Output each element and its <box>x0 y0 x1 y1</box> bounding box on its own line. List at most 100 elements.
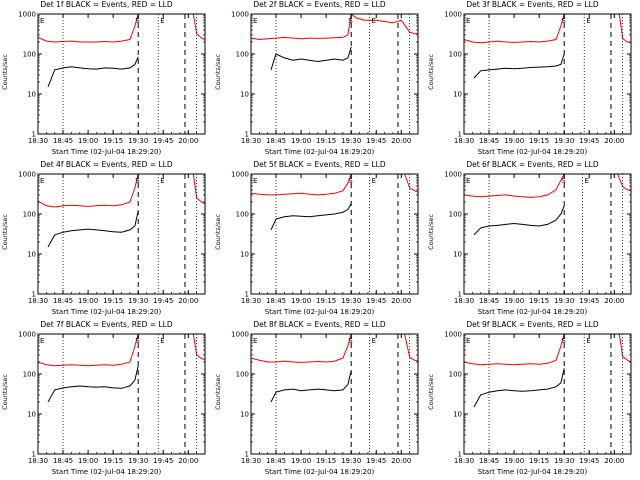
x-tick-label: 19:00 <box>78 457 98 465</box>
lld-series-line <box>618 333 632 363</box>
x-tick-label: 18:30 <box>454 457 474 465</box>
x-tick-label: 19:30 <box>554 137 574 145</box>
x-tick-label: 19:00 <box>291 457 311 465</box>
lld-series-line <box>250 333 352 363</box>
y-tick-label: 1000 <box>18 331 36 339</box>
x-tick-label: 19:15 <box>103 137 123 145</box>
eclipse-marker-label: E <box>466 337 470 345</box>
lld-series-line <box>37 173 139 208</box>
eclipse-marker-label: E <box>466 177 470 185</box>
y-tick-label: 1 <box>458 451 462 459</box>
plot-area: E E S 1 10 100 1000 18:30 18:45 19:00 19:15 19:30 19… <box>18 171 206 305</box>
x-tick-label: 19:00 <box>78 137 98 145</box>
panel-title: Det 9f BLACK = Events, RED = LLD <box>466 320 599 329</box>
eclipse-marker-label: E <box>160 17 164 25</box>
lld-series-line <box>37 333 139 367</box>
detector-panel-3: E E S 1 10 100 1000 18:30 18:45 19:00 19:15 19:30 19… <box>426 0 639 160</box>
eclipse-marker-label: E <box>253 17 257 25</box>
y-tick-label: 10 <box>453 91 462 99</box>
y-tick-label: 1000 <box>231 171 249 179</box>
events-series-line <box>473 368 565 408</box>
x-tick-label: 19:30 <box>341 137 361 145</box>
x-tick-label: 18:45 <box>266 297 286 305</box>
x-tick-label: 18:45 <box>53 457 73 465</box>
plot-area: E E S 1 10 100 1000 18:30 18:45 19:00 19:15 19:30 19… <box>231 171 419 305</box>
x-tick-label: 18:45 <box>479 137 499 145</box>
x-tick-label: 19:00 <box>504 137 524 145</box>
eclipse-marker-label: E <box>160 177 164 185</box>
y-tick-label: 1000 <box>18 11 36 19</box>
eclipse-marker-label: E <box>586 17 590 25</box>
x-tick-label: 19:30 <box>128 137 148 145</box>
y-tick-label: 10 <box>240 91 249 99</box>
events-series-line <box>47 210 139 248</box>
y-tick-label: 1 <box>245 131 249 139</box>
x-tick-label: 20:00 <box>604 137 624 145</box>
x-axis-label: Start Time (02-Jul-04 18:29:20) <box>51 468 162 476</box>
panel-title: Det 3f BLACK = Events, RED = LLD <box>466 0 599 9</box>
lld-series-line <box>192 333 206 360</box>
detector-panel-8: E E S 1 10 100 1000 18:30 18:45 19:00 19:15 19:30 19… <box>213 320 426 480</box>
x-tick-label: 18:30 <box>28 297 48 305</box>
x-tick-label: 18:30 <box>241 297 261 305</box>
eclipse-marker-label: E <box>40 337 44 345</box>
y-tick-label: 100 <box>236 371 249 379</box>
eclipse-marker-label: E <box>372 337 376 345</box>
x-tick-label: 18:30 <box>454 297 474 305</box>
y-tick-label: 100 <box>236 51 249 59</box>
detector-panel-7: E E S 1 10 100 1000 18:30 18:45 19:00 19:15 19:30 19… <box>0 320 213 480</box>
panel-title: Det 4f BLACK = Events, RED = LLD <box>40 160 173 169</box>
x-tick-label: 19:45 <box>579 137 599 145</box>
detector-panel-2: E E S 1 10 100 1000 18:30 18:45 19:00 19:15 19:30 19… <box>213 0 426 160</box>
x-tick-label: 19:15 <box>316 457 336 465</box>
y-axis-label: Counts/sec <box>214 214 222 250</box>
y-axis-label: Counts/sec <box>427 374 435 410</box>
saa-marker-label: S <box>561 177 566 185</box>
x-tick-label: 18:45 <box>266 137 286 145</box>
y-tick-label: 1 <box>458 131 462 139</box>
x-tick-label: 18:45 <box>479 297 499 305</box>
x-tick-label: 19:45 <box>366 137 386 145</box>
x-tick-label: 19:15 <box>316 297 336 305</box>
eclipse-marker-label: E <box>253 337 257 345</box>
x-tick-label: 18:30 <box>28 457 48 465</box>
y-tick-label: 1 <box>245 451 249 459</box>
plot-area: E E S 1 10 100 1000 18:30 18:45 19:00 19:15 19:30 19… <box>444 331 632 465</box>
saa-marker-label: S <box>135 17 140 25</box>
x-tick-label: 19:00 <box>291 297 311 305</box>
x-tick-label: 19:15 <box>529 297 549 305</box>
lld-series-line <box>463 13 565 44</box>
events-series-line <box>473 205 565 236</box>
panel-title: Det 2f BLACK = Events, RED = LLD <box>253 0 386 9</box>
x-tick-label: 19:45 <box>153 457 173 465</box>
y-tick-label: 1000 <box>444 171 462 179</box>
detector-panel-4: E E S 1 10 100 1000 18:30 18:45 19:00 19:15 19:30 19… <box>0 160 213 320</box>
lld-series-line <box>192 13 206 40</box>
x-tick-label: 18:45 <box>53 297 73 305</box>
panel-title: Det 5f BLACK = Events, RED = LLD <box>253 160 386 169</box>
events-series-line <box>473 53 565 79</box>
eclipse-marker-label: E <box>586 337 590 345</box>
x-axis-label: Start Time (02-Jul-04 18:29:20) <box>264 148 375 156</box>
y-tick-label: 100 <box>449 371 462 379</box>
lld-series-line <box>192 173 206 205</box>
panel-title: Det 6f BLACK = Events, RED = LLD <box>466 160 599 169</box>
x-axis-label: Start Time (02-Jul-04 18:29:20) <box>477 468 588 476</box>
lld-series-line <box>618 13 632 44</box>
x-tick-label: 20:00 <box>178 297 198 305</box>
x-axis-label: Start Time (02-Jul-04 18:29:20) <box>51 308 162 316</box>
saa-marker-label: S <box>348 177 353 185</box>
events-series-line <box>270 203 352 231</box>
x-tick-label: 19:45 <box>366 457 386 465</box>
y-tick-label: 1 <box>245 291 249 299</box>
x-tick-label: 19:45 <box>366 297 386 305</box>
y-tick-label: 10 <box>27 91 36 99</box>
eclipse-marker-label: E <box>585 177 589 185</box>
y-tick-label: 1 <box>458 291 462 299</box>
x-tick-label: 19:30 <box>554 457 574 465</box>
y-tick-label: 10 <box>453 411 462 419</box>
y-tick-label: 1000 <box>444 331 462 339</box>
y-axis-label: Counts/sec <box>1 214 9 250</box>
lld-series-line <box>37 13 139 43</box>
x-tick-label: 20:00 <box>391 297 411 305</box>
